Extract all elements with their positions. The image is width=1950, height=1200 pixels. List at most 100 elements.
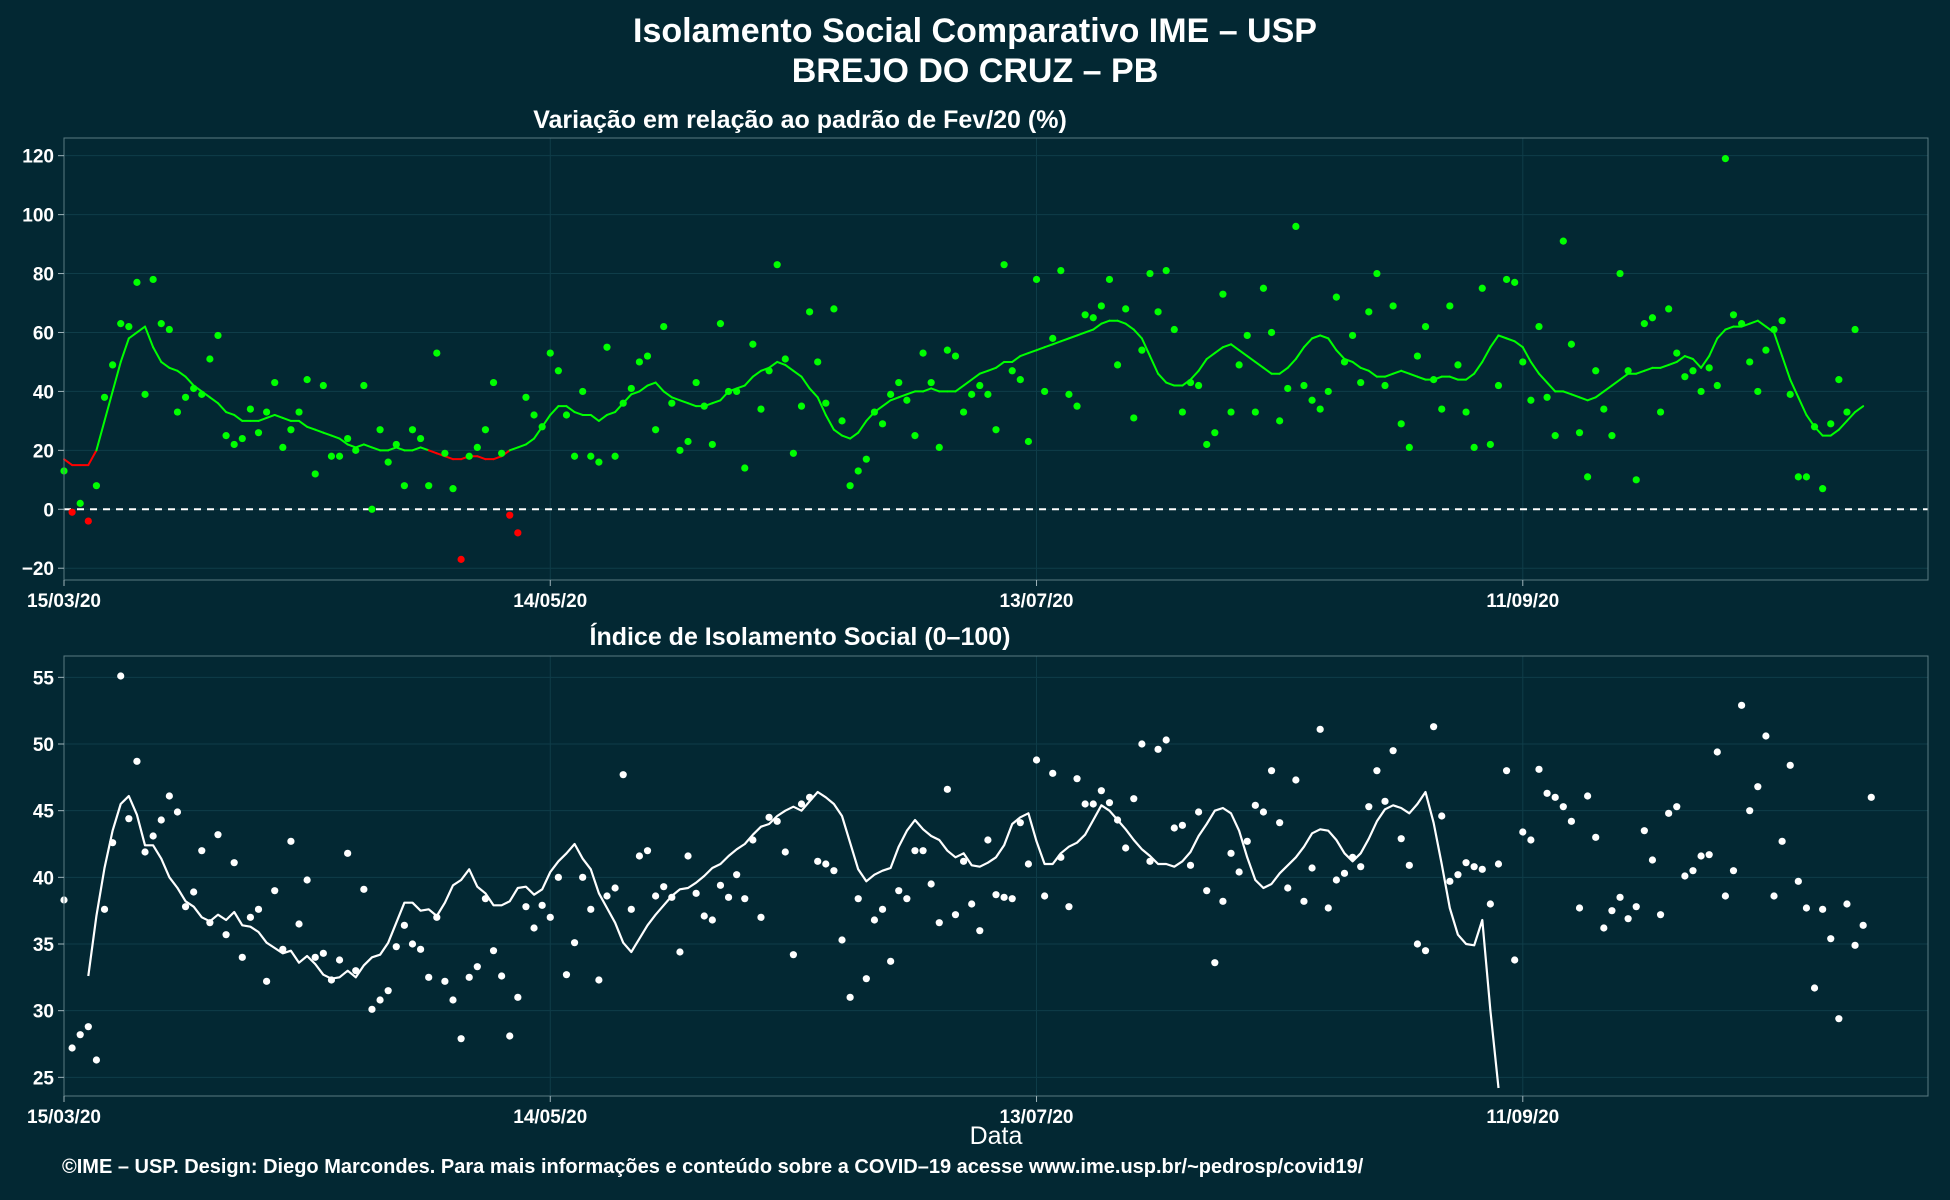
data-point (117, 672, 125, 680)
data-point (489, 947, 498, 955)
data-point (1065, 903, 1073, 911)
x-tick-label: 15/03/20 (27, 1107, 101, 1128)
data-point (1519, 828, 1527, 836)
data-point (935, 919, 943, 927)
rolling-segment (1683, 355, 1694, 360)
data-point (951, 911, 960, 919)
data-point (1656, 911, 1665, 919)
data-point (814, 358, 822, 366)
data-point (562, 411, 571, 419)
data-point (246, 405, 254, 413)
data-point (1113, 816, 1122, 824)
data-point (919, 847, 927, 855)
data-point (943, 346, 951, 354)
data-point (1535, 322, 1543, 331)
data-point (1008, 895, 1016, 903)
data-point (1397, 420, 1405, 428)
data-point (733, 871, 741, 879)
data-point (1640, 827, 1648, 835)
data-point (635, 358, 644, 366)
data-point (1835, 1015, 1843, 1023)
rolling-segment (897, 393, 908, 399)
data-point (1332, 293, 1340, 301)
rolling-segment (257, 416, 268, 422)
rolling-segment (1302, 337, 1314, 349)
rolling-segment (111, 360, 122, 393)
rolling-segment (1116, 319, 1127, 325)
rolling-segment (330, 434, 341, 440)
x-tick-label: 15/03/20 (27, 591, 101, 612)
data-point (1543, 789, 1551, 797)
y-tick-label: 25 (33, 1068, 55, 1089)
data-point (903, 396, 911, 404)
data-point (1105, 275, 1114, 284)
data-point (1373, 767, 1381, 775)
data-point (303, 376, 311, 384)
data-point (830, 305, 838, 313)
rolling-segment (849, 431, 860, 440)
data-point (1389, 747, 1397, 755)
data-point (1413, 352, 1422, 360)
rolling-segment (1043, 343, 1054, 349)
data-point (1024, 860, 1033, 868)
data-point (1348, 853, 1357, 861)
data-point (587, 905, 595, 913)
data-point (1665, 809, 1673, 817)
rolling-segment (573, 411, 584, 416)
data-point (878, 420, 887, 428)
data-point (506, 511, 514, 519)
rolling-segment (1675, 355, 1686, 363)
data-point (1656, 408, 1665, 416)
y-tick-label: 20 (33, 441, 54, 462)
data-point (1632, 476, 1640, 484)
rolling-segment (565, 405, 576, 414)
data-point (676, 446, 684, 454)
data-point (287, 426, 295, 434)
data-point (522, 393, 530, 401)
data-point (1365, 308, 1373, 316)
data-point (1648, 314, 1657, 322)
data-point (878, 905, 887, 913)
data-point (927, 880, 935, 888)
data-point (1673, 803, 1681, 811)
data-point (1162, 736, 1170, 744)
rolling-segment (95, 419, 106, 452)
rolling-segment (516, 443, 527, 449)
data-point (1146, 269, 1154, 278)
data-point (1284, 884, 1292, 892)
index-points (60, 672, 1875, 1064)
data-point (109, 839, 117, 847)
data-point (1567, 817, 1576, 825)
data-point (1235, 868, 1243, 876)
data-point (335, 452, 344, 460)
data-point (1219, 897, 1227, 905)
data-point (149, 275, 157, 284)
data-point (206, 355, 214, 363)
data-point (181, 393, 190, 401)
data-point (230, 440, 238, 449)
data-point (968, 390, 976, 398)
rolling-segment (1854, 405, 1865, 414)
data-point (1632, 903, 1640, 911)
rolling-segment (87, 449, 98, 467)
data-point (1357, 378, 1365, 387)
data-point (1843, 900, 1851, 908)
data-point (1292, 222, 1300, 230)
data-point (1462, 408, 1470, 416)
data-point (643, 847, 652, 855)
rolling-segment (776, 360, 787, 366)
rolling-segment (1700, 355, 1711, 369)
rolling-segment (1521, 346, 1532, 363)
x-axis-label: Data (970, 1122, 1023, 1150)
rolling-segment (1124, 322, 1135, 331)
rolling-segment (1335, 349, 1346, 360)
rolling-segment (1148, 355, 1160, 375)
rolling-segment (1294, 346, 1305, 360)
data-point (319, 381, 327, 390)
data-point (959, 408, 968, 416)
data-point (1738, 701, 1746, 709)
figure-title: Isolamento Social Comparativo IME – USP (633, 12, 1317, 50)
rolling-segment (1667, 360, 1678, 366)
data-point (1794, 877, 1802, 885)
data-point (1762, 346, 1770, 354)
